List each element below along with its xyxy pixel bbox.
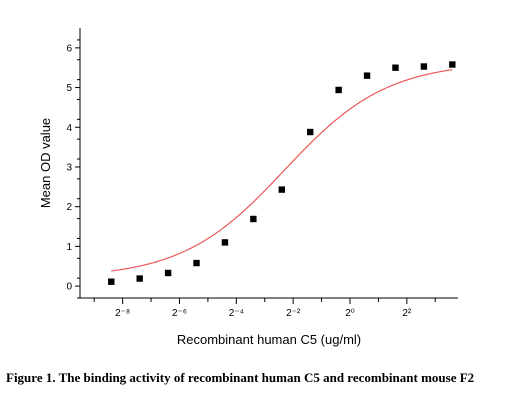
data-point (250, 215, 257, 223)
data-point (420, 63, 428, 70)
y-tick-label: 1 (66, 242, 72, 253)
data-point (363, 72, 371, 79)
data-point (392, 64, 399, 71)
y-tick-label: 4 (66, 123, 72, 134)
data-point (335, 86, 342, 94)
y-tick-label: 3 (66, 162, 72, 173)
data-point (193, 259, 200, 267)
x-tick-label: 2⁻² (286, 308, 301, 319)
fit-curve-line (111, 69, 453, 272)
data-point (136, 275, 143, 282)
y-tick-label: 0 (66, 282, 72, 293)
data-point (278, 186, 285, 193)
data-point (307, 128, 314, 136)
x-tick-label: 2² (402, 308, 412, 319)
x-tick-label: 2⁻⁸ (115, 308, 130, 319)
data-point (449, 61, 456, 68)
y-tick-label: 2 (66, 202, 72, 213)
y-axis-title: Mean OD value (38, 118, 53, 208)
y-tick-label: 5 (66, 83, 72, 94)
chart: 0 1 2 3 4 5 6 2⁻⁸ 2⁻⁶ 2⁻⁴ 2⁻² 2⁰ 2² Recombinant human… (38, 28, 458, 347)
data-point (221, 239, 229, 246)
data-point (164, 269, 172, 277)
data-point (108, 278, 115, 285)
chart-svg: 0 1 2 3 4 5 6 2⁻⁸ 2⁻⁶ 2⁻⁴ 2⁻² 2⁰ 2² Recombinant human… (38, 28, 458, 347)
x-axis-title: Recombinant human C5 (ug/ml) (177, 332, 361, 347)
figure-caption: Figure 1. The binding activity of recomb… (6, 370, 475, 385)
x-tick-label: 2⁻⁶ (172, 308, 187, 319)
x-tick-label: 2⁻⁴ (229, 308, 244, 319)
y-tick-label: 6 (66, 43, 72, 54)
x-tick-label: 2⁰ (345, 308, 355, 319)
